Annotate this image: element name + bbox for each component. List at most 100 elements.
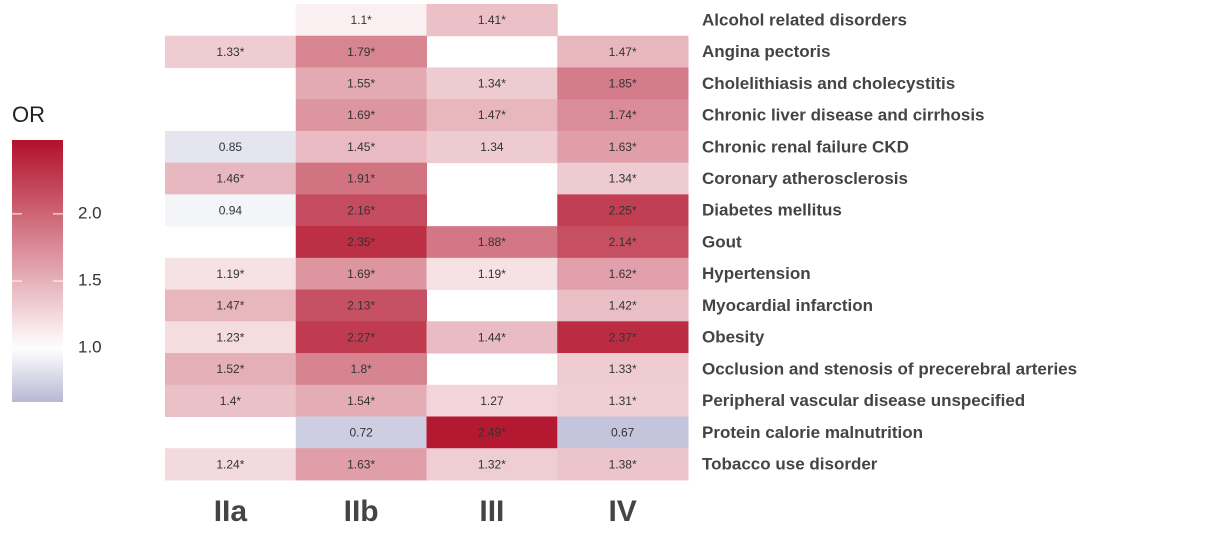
cell-label: 1.88* [478,235,506,249]
row-label: Protein calorie malnutrition [702,423,923,442]
cell-label: 1.62* [609,267,637,281]
heatmap-cell [557,194,689,227]
cell-label: 1.41* [478,13,506,27]
heatmap-cell [557,99,689,132]
cell-label: 1.47* [216,299,244,313]
cell-label: 1.32* [478,457,506,471]
cell-label: 1.46* [216,172,244,186]
heatmap-cell [165,289,297,322]
heatmap-cell [426,448,558,481]
cell-label: 0.85 [219,140,243,154]
heatmap-cell [557,384,689,417]
row-label: Myocardial infarction [702,296,873,315]
cell-label: 1.33* [609,362,637,376]
heatmap-cell [557,416,689,449]
heatmap-cell [426,321,558,354]
cell-label: 2.49* [478,426,506,440]
cell-label: 1.34* [478,76,506,90]
heatmap-cell [557,67,689,100]
cell-label: 2.25* [609,203,637,217]
heatmap-cell [165,257,297,291]
heatmap-cell [426,384,558,417]
column-label: III [479,495,504,528]
cell-label: 1.34 [480,140,504,154]
heatmap-cell [295,194,427,227]
row-label: Alcohol related disorders [702,10,907,29]
colorbar-tick-label: 1.5 [78,271,102,290]
heatmap-cell [295,448,427,481]
cell-label: 1.31* [609,394,637,408]
row-label: Angina pectoris [702,42,830,61]
heatmap-cell [165,194,297,227]
cell-label: 1.52* [216,362,244,376]
cell-label: 0.67 [611,426,635,440]
colorbar-tick-label: 2.0 [78,203,102,222]
heatmap-cell [295,384,427,417]
cell-label: 1.44* [478,330,506,344]
cell-label: 1.91* [347,172,375,186]
cell-label: 1.42* [609,299,637,313]
heatmap-cell [295,353,427,386]
heatmap-cell [165,384,297,417]
cell-label: 1.74* [609,108,637,122]
row-label: Coronary atherosclerosis [702,169,908,188]
row-label: Diabetes mellitus [702,201,842,220]
cell-label: 1.19* [216,267,244,281]
cell-label: 2.27* [347,330,375,344]
heatmap-cell [426,4,558,37]
row-label: Gout [702,232,742,251]
cell-label: 1.8* [350,362,372,376]
cell-label: 1.24* [216,457,244,471]
cell-label: 1.69* [347,267,375,281]
colorbar-tick-label: 1.0 [78,338,102,357]
heatmap-cell [295,289,427,322]
heatmap-cell [557,226,689,259]
cell-label: 1.27 [480,394,504,408]
heatmap-cell [165,448,297,481]
heatmap-cell [295,162,427,195]
row-label: Hypertension [702,264,811,283]
heatmap-cell [426,67,558,100]
cell-label: 1.34* [609,172,637,186]
heatmap-cell [426,99,558,132]
cell-label: 2.16* [347,203,375,217]
column-label: IIb [344,495,379,528]
row-label: Peripheral vascular disease unspecified [702,391,1025,410]
cell-label: 1.85* [609,76,637,90]
heatmap-cell [295,226,427,259]
cell-label: 1.63* [609,140,637,154]
cell-label: 1.54* [347,394,375,408]
heatmap-cell [295,130,427,164]
cell-label: 2.35* [347,235,375,249]
heatmap-cell [557,448,689,481]
cell-label: 0.72 [349,426,373,440]
heatmap-cell [165,130,297,164]
heatmap-cell [165,353,297,386]
cell-label: 2.13* [347,299,375,313]
colorbar [12,140,63,402]
row-label: Chronic liver disease and cirrhosis [702,106,985,125]
cell-label: 1.45* [347,140,375,154]
heatmap-cell [557,321,689,354]
row-label: Occlusion and stenosis of precerebral ar… [702,359,1077,378]
cell-label: 1.63* [347,457,375,471]
cell-label: 1.33* [216,45,244,59]
cell-label: 1.47* [609,45,637,59]
heatmap-cell [295,321,427,354]
heatmap-cell [426,416,558,449]
cell-label: 1.38* [609,457,637,471]
row-label: Chronic renal failure CKD [702,137,909,156]
heatmap-cell [295,99,427,132]
heatmap-cell [557,162,689,195]
heatmap-cell [295,35,427,68]
row-label: Tobacco use disorder [702,455,878,474]
heatmap-cell [557,130,689,164]
column-label: IV [608,495,636,528]
heatmap-cell [295,416,427,449]
heatmap-cell [165,35,297,68]
cell-label: 1.47* [478,108,506,122]
cell-label: 2.37* [609,330,637,344]
heatmap-cell [295,257,427,291]
heatmap-cell [557,353,689,386]
